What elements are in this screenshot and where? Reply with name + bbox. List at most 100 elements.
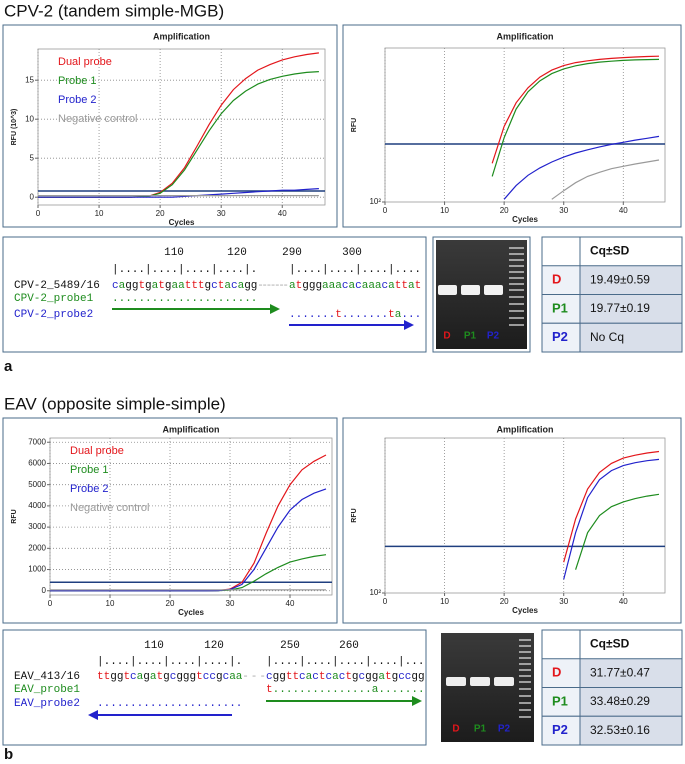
panel-heading: CPV-2 (tandem simple-MGB) xyxy=(4,1,224,20)
nucleotide: a xyxy=(388,280,395,292)
x-tick-label: 10 xyxy=(440,206,449,215)
nucleotide: . xyxy=(211,293,218,305)
curves xyxy=(385,450,665,580)
row-label: P1 xyxy=(552,300,568,315)
nucleotide: t xyxy=(97,671,104,683)
nucleotide: . xyxy=(332,684,339,696)
y-tick-label: 15 xyxy=(25,75,34,84)
nucleotide: . xyxy=(158,293,165,305)
nucleotide: t xyxy=(104,671,111,683)
nucleotide: t xyxy=(395,280,402,292)
nucleotide: t xyxy=(335,309,342,321)
amplification-curve xyxy=(491,58,660,177)
table-cell xyxy=(541,322,581,353)
nucleotide: t xyxy=(401,280,408,292)
nucleotide: a xyxy=(137,671,144,683)
sequence-name: EAV_413/16 xyxy=(14,671,80,683)
nucleotide: . xyxy=(375,309,382,321)
nucleotide: . xyxy=(362,309,369,321)
nucleotide: c xyxy=(342,280,349,292)
amplification-curve xyxy=(563,458,660,580)
x-tick-label: 0 xyxy=(383,206,388,215)
nucleotide: c xyxy=(231,280,238,292)
nucleotide: . xyxy=(329,309,336,321)
panel-heading: EAV (opposite simple-simple) xyxy=(4,394,226,413)
nucleotide: . xyxy=(378,684,385,696)
cell-value: 19.77±0.19 xyxy=(590,301,650,315)
y-tick-label: 10 xyxy=(25,114,34,123)
probe-arrows xyxy=(88,304,422,720)
nucleotide: . xyxy=(224,293,231,305)
y-axis-label: RFU xyxy=(351,508,358,522)
nucleotide: . xyxy=(145,293,152,305)
y-tick-label: 1000 xyxy=(28,565,46,574)
nucleotide: . xyxy=(315,309,322,321)
legend-entry: Probe 2 xyxy=(70,483,109,495)
nucleotide: a xyxy=(178,280,185,292)
nucleotide: g xyxy=(132,280,139,292)
nucleotide: a xyxy=(238,280,245,292)
y-axis-label: RFU xyxy=(351,118,358,132)
ruler-number: 260 xyxy=(339,640,359,652)
nucleotide: c xyxy=(325,671,332,683)
ruler-number: 110 xyxy=(144,640,164,652)
nucleotide: . xyxy=(138,293,145,305)
nucleotide: a xyxy=(348,280,355,292)
nucleotide: a xyxy=(378,671,385,683)
sequence: .......t.......ta... xyxy=(289,309,421,321)
nucleotide: . xyxy=(355,309,362,321)
y-tick-label: 7000 xyxy=(28,437,46,446)
nucleotide: . xyxy=(176,698,183,710)
nucleotide: g xyxy=(125,280,132,292)
nucleotide: t xyxy=(185,280,192,292)
nucleotide: . xyxy=(203,698,210,710)
table-cell xyxy=(579,294,683,324)
nucleotide: a xyxy=(236,671,243,683)
nucleotide: . xyxy=(408,309,415,321)
nucleotide: a xyxy=(306,671,313,683)
nucleotide: . xyxy=(325,684,332,696)
nucleotide: t xyxy=(388,309,395,321)
sequence-gap: --- xyxy=(242,671,266,683)
nucleotide: . xyxy=(348,309,355,321)
legend-entry: Negative control xyxy=(58,113,138,125)
nucleotide: . xyxy=(132,293,139,305)
sequence: ...................... xyxy=(112,293,257,305)
nucleotide: . xyxy=(231,293,238,305)
nucleotide: c xyxy=(382,280,389,292)
nucleotide: t xyxy=(319,671,326,683)
nucleotide: . xyxy=(306,684,313,696)
x-axis-label: Cycles xyxy=(512,606,538,615)
row-label: D xyxy=(552,665,561,680)
nucleotide: . xyxy=(401,309,408,321)
x-axis-label: Cycles xyxy=(512,215,538,224)
amplification-curve xyxy=(491,55,660,164)
nucleotide: g xyxy=(117,671,124,683)
nucleotide: . xyxy=(163,698,170,710)
nucleotide: a xyxy=(362,280,369,292)
amplification-curve xyxy=(551,159,660,200)
nucleotide: . xyxy=(198,293,205,305)
nucleotide: g xyxy=(143,671,150,683)
y-tick-label: 4000 xyxy=(28,501,46,510)
nucleotide: . xyxy=(112,293,119,305)
nucleotide: . xyxy=(97,698,104,710)
nucleotide: . xyxy=(398,684,405,696)
sequence: ttggtcagatgcgggtccgcaa xyxy=(97,671,243,683)
nucleotide: . xyxy=(218,293,225,305)
amplification-curve xyxy=(38,188,319,198)
cell-value: 19.49±0.59 xyxy=(590,272,650,286)
nucleotide: . xyxy=(385,684,392,696)
table-header: Cq±SD xyxy=(590,244,630,258)
nucleotide: c xyxy=(203,671,210,683)
x-tick-label: 30 xyxy=(559,597,568,606)
nucleotide: g xyxy=(411,671,418,683)
legend-entry: Dual probe xyxy=(70,445,124,457)
y-tick-label: 10² xyxy=(369,197,381,206)
nucleotide: g xyxy=(315,280,322,292)
nucleotide: . xyxy=(152,293,159,305)
gel-ladder xyxy=(519,639,531,718)
sequence-name: CPV-2_probe2 xyxy=(14,309,93,321)
nucleotide: a xyxy=(368,280,375,292)
sequence: ...................... xyxy=(97,698,242,710)
